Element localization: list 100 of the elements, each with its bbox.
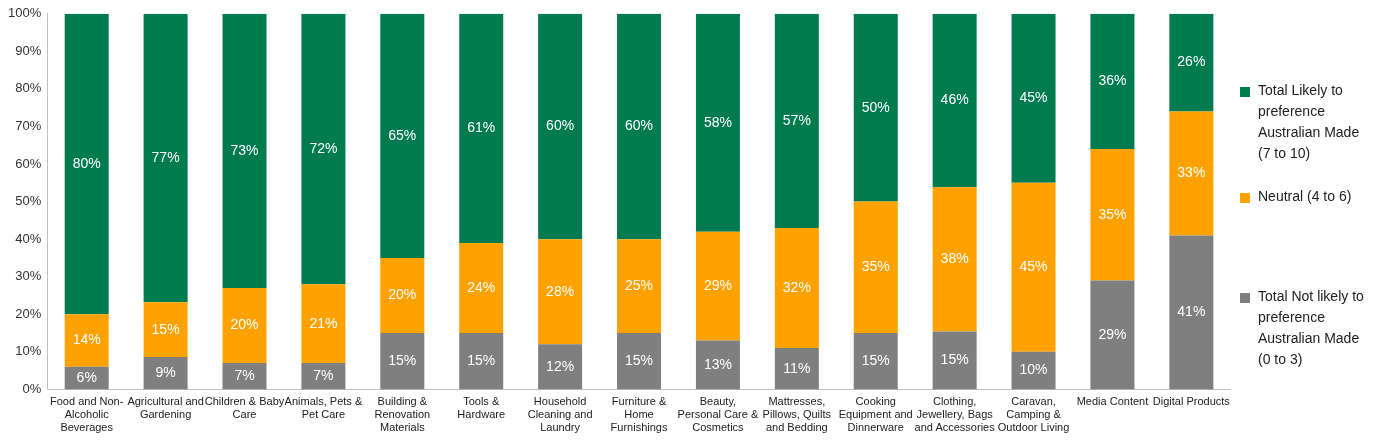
bar <box>1169 111 1214 236</box>
bar <box>932 13 977 188</box>
data-label: 9% <box>155 364 176 381</box>
data-label: 21% <box>309 314 338 331</box>
bar <box>617 333 662 390</box>
bar <box>853 333 898 390</box>
data-label: 50% <box>861 98 890 115</box>
data-label: 20% <box>388 286 417 303</box>
data-label: 15% <box>388 352 417 369</box>
bar <box>617 239 662 334</box>
data-label: 35% <box>1098 205 1127 222</box>
data-label: 58% <box>703 113 732 130</box>
bar <box>538 13 583 240</box>
data-label: 72% <box>309 139 338 156</box>
x-tick-label: Beauty, Personal Care & Cosmetics <box>677 395 759 434</box>
data-label: 15% <box>940 351 969 368</box>
data-label: 20% <box>230 316 259 333</box>
bar <box>1169 13 1214 112</box>
bar <box>64 314 109 367</box>
data-label: 12% <box>546 357 575 374</box>
data-label: 7% <box>234 367 255 384</box>
bar <box>459 333 504 390</box>
bar <box>853 13 898 202</box>
data-label: 33% <box>1177 164 1206 181</box>
x-tick-label: Furniture & Home Furnishings <box>610 395 668 434</box>
data-label: 6% <box>76 368 97 385</box>
bar <box>932 187 977 332</box>
data-label: 80% <box>72 154 101 171</box>
data-label: 24% <box>467 278 496 295</box>
data-label: 11% <box>783 359 811 376</box>
y-tick-label: 40% <box>15 230 42 246</box>
y-tick-label: 30% <box>15 268 42 284</box>
bar <box>1011 13 1056 183</box>
data-label: 15% <box>861 352 890 369</box>
bar <box>301 284 346 364</box>
y-tick-label: 0% <box>22 380 42 396</box>
data-label: 45% <box>1019 258 1048 275</box>
bar <box>380 13 425 258</box>
bar <box>459 13 504 243</box>
bar <box>695 231 740 341</box>
data-label: 36% <box>1098 72 1127 89</box>
y-tick-label: 90% <box>15 42 42 58</box>
bar <box>932 331 977 390</box>
x-tick-label: Caravan, Camping & Outdoor Living <box>997 395 1070 434</box>
bar <box>380 257 425 334</box>
bar <box>695 340 740 390</box>
x-tick-label: Animals, Pets & Pet Care <box>284 395 363 421</box>
legend-label: Neutral (4 to 6) <box>1258 187 1352 206</box>
bar <box>1169 235 1214 390</box>
data-label: 26% <box>1177 53 1206 70</box>
data-label: 25% <box>625 276 654 293</box>
bar <box>222 363 267 390</box>
bar <box>538 344 583 390</box>
data-label: 61% <box>467 119 496 136</box>
data-label: 7% <box>313 367 334 384</box>
y-tick-label: 80% <box>15 80 42 96</box>
data-label: 46% <box>940 91 969 108</box>
data-label: 13% <box>703 355 732 372</box>
x-tick-label: Mattresses, Pillows, Quilts and Bedding <box>762 395 832 434</box>
bar <box>774 227 819 349</box>
bar <box>64 13 109 315</box>
bar <box>1011 182 1056 352</box>
y-tick-label: 60% <box>15 155 42 171</box>
bar <box>143 357 188 390</box>
bar <box>143 13 188 303</box>
bar <box>853 201 898 334</box>
x-tick-label: Clothing, Jewellery, Bags and Accessories <box>914 395 996 434</box>
data-label: 32% <box>782 278 811 295</box>
bar <box>538 239 583 345</box>
data-label: 60% <box>546 117 575 134</box>
data-label: 28% <box>546 282 575 299</box>
data-label: 14% <box>72 331 101 348</box>
y-tick-label: 100% <box>8 5 42 21</box>
bar <box>1090 149 1135 281</box>
bar <box>774 348 819 390</box>
bar <box>695 13 740 232</box>
data-label: 45% <box>1019 89 1048 106</box>
data-label: 15% <box>625 352 654 369</box>
bar <box>380 333 425 390</box>
y-tick-label: 10% <box>15 343 42 359</box>
data-label: 38% <box>940 250 969 267</box>
bar <box>222 13 267 288</box>
data-label: 57% <box>782 111 811 128</box>
x-tick-label: Children & Baby Care <box>204 395 285 421</box>
x-tick-label: Media Content <box>1076 395 1149 408</box>
x-tick-label: Building & Renovation Materials <box>374 395 431 434</box>
x-tick-label: Food and Non-Alcoholic Beverages <box>50 395 124 434</box>
x-tick-label: Cooking Equipment and Dinnerware <box>838 395 913 434</box>
data-label: 15% <box>151 320 180 337</box>
data-label: 73% <box>230 141 259 158</box>
x-tick-label: Household Cleaning and Laundry <box>527 395 593 434</box>
data-label: 41% <box>1177 303 1206 320</box>
data-label: 15% <box>467 352 496 369</box>
x-tick-label: Tools & Hardware <box>457 395 506 421</box>
bar <box>459 242 504 334</box>
bar <box>222 287 267 364</box>
data-label: 35% <box>861 258 890 275</box>
data-label: 29% <box>1098 325 1127 342</box>
y-tick-label: 70% <box>15 118 42 134</box>
legend-label: Total Not likely to preference Australian Made (0 to 3) <box>1258 287 1365 369</box>
